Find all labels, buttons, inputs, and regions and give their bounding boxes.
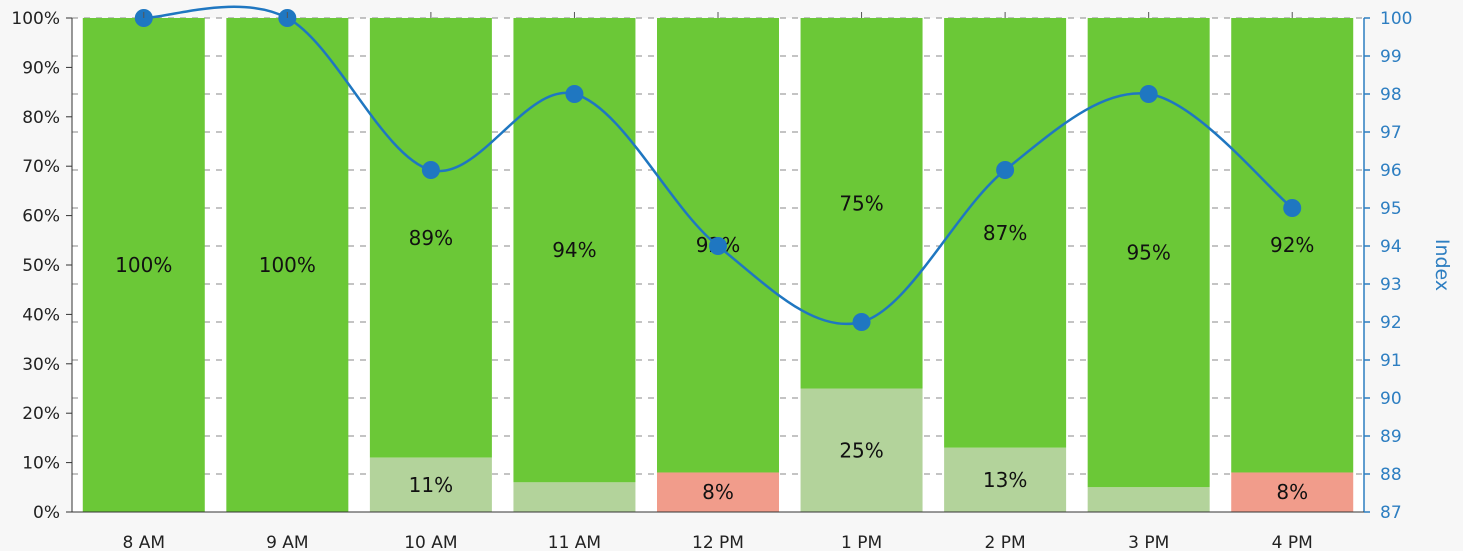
- bar-remainder: [944, 447, 1067, 512]
- right-tick-label: 98: [1380, 85, 1402, 105]
- bar-value-label: 75%: [839, 191, 883, 215]
- bar-main: [944, 18, 1067, 448]
- left-tick-label: 40%: [22, 305, 60, 325]
- right-tick-label: 89: [1380, 427, 1402, 447]
- left-tick-label: 0%: [33, 503, 60, 523]
- left-tick-label: 60%: [22, 207, 60, 227]
- x-tick-label: 9 AM: [266, 533, 309, 551]
- bar-remainder-label: 8%: [1276, 480, 1308, 504]
- x-tick-label: 10 AM: [404, 533, 457, 551]
- index-point: [565, 85, 584, 103]
- bar-value-label: 92%: [1270, 233, 1314, 257]
- right-tick-label: 93: [1380, 275, 1402, 295]
- bar-value-label: 95%: [1126, 241, 1170, 265]
- x-tick-label: 11 AM: [548, 533, 601, 551]
- right-tick-label: 91: [1380, 351, 1402, 371]
- right-tick-label: 92: [1380, 313, 1402, 333]
- index-point: [421, 161, 440, 179]
- left-tick-label: 10%: [22, 454, 60, 474]
- bar-remainder-label: 11%: [409, 473, 453, 497]
- index-line-layer: [134, 5, 1302, 331]
- left-tick-label: 100%: [11, 9, 60, 29]
- index-point: [1139, 85, 1158, 103]
- x-tick-label: 8 AM: [123, 533, 166, 551]
- bar-remainder: [800, 388, 923, 512]
- bar-remainder-label: 13%: [983, 468, 1027, 492]
- left-tick-label: 30%: [22, 355, 60, 375]
- bar-value-label: 100%: [115, 253, 172, 277]
- x-tick-label: 3 PM: [1128, 533, 1169, 551]
- left-tick-label: 50%: [22, 256, 60, 276]
- x-tick-label: 12 PM: [692, 533, 744, 551]
- right-tick-label: 87: [1380, 503, 1402, 523]
- right-tick-label: 97: [1380, 123, 1402, 143]
- x-tick-label: 4 PM: [1272, 533, 1313, 551]
- index-point: [709, 237, 727, 255]
- left-tick-label: 70%: [22, 157, 60, 177]
- x-tick-label: 1 PM: [841, 533, 882, 551]
- right-tick-label: 95: [1380, 199, 1402, 219]
- bar-value-label: 87%: [983, 221, 1027, 245]
- bars: [82, 18, 1354, 512]
- right-tick-label: 100: [1380, 9, 1412, 29]
- right-tick-label: 99: [1380, 47, 1402, 67]
- bar-remainder: [369, 457, 492, 512]
- bar-value-label: 100%: [259, 253, 316, 277]
- left-tick-label: 20%: [22, 404, 60, 424]
- bar-remainder-label: 25%: [839, 438, 883, 462]
- bar-remainder: [513, 482, 636, 512]
- index-point: [852, 313, 871, 331]
- right-axis-title: Index: [1431, 239, 1453, 291]
- bar-remainder: [1231, 472, 1354, 512]
- right-tick-label: 94: [1380, 237, 1402, 257]
- bar-main: [369, 18, 492, 458]
- bar-labels: 100%100%89%11%94%92%8%75%25%87%13%95%92%…: [115, 191, 1314, 504]
- right-tick-label: 90: [1380, 389, 1402, 409]
- bar-remainder-label: 8%: [702, 480, 734, 504]
- left-tick-label: 90%: [22, 58, 60, 78]
- bar-main: [82, 18, 205, 512]
- bar-remainder: [657, 472, 779, 512]
- bar-main: [1231, 18, 1354, 473]
- bar-value-label: 89%: [409, 226, 453, 250]
- bar-main: [226, 18, 349, 512]
- index-point: [1283, 199, 1302, 217]
- left-tick-label: 80%: [22, 108, 60, 128]
- right-tick-label: 96: [1380, 161, 1402, 181]
- axes: 0% 10% 20% 30% 40% 50% 60% 70% 80% 90% 100% 87 88 89 9…: [11, 9, 1412, 551]
- right-tick-label: 88: [1380, 465, 1402, 485]
- index-point: [996, 161, 1015, 179]
- bar-value-label: 94%: [552, 238, 596, 262]
- x-tick-label: 2 PM: [985, 533, 1026, 551]
- bar-remainder: [1087, 487, 1210, 512]
